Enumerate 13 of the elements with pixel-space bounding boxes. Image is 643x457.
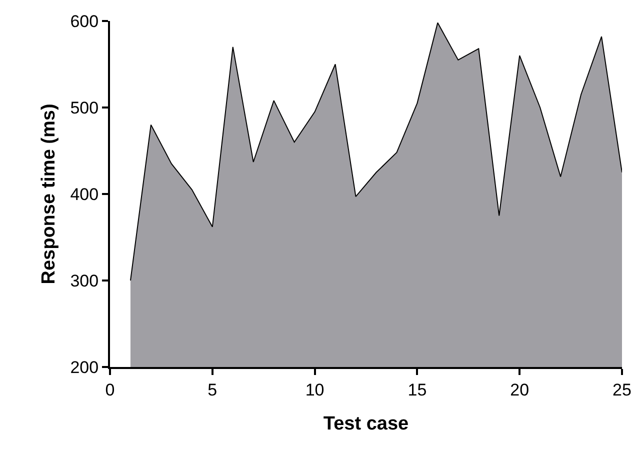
y-tick-label: 600 bbox=[70, 12, 99, 31]
x-tick-label: 5 bbox=[208, 380, 218, 400]
y-tick-label: 300 bbox=[70, 271, 99, 290]
x-tick-label: 20 bbox=[510, 380, 530, 400]
x-tick-label: 15 bbox=[408, 380, 427, 400]
y-tick-label: 500 bbox=[70, 98, 99, 118]
y-tick-label: 200 bbox=[70, 358, 99, 377]
x-axis-title: Test case bbox=[323, 414, 409, 435]
x-tick-label: 10 bbox=[305, 380, 324, 400]
y-axis-title: Response time (ms) bbox=[38, 104, 60, 284]
x-tick-label: 0 bbox=[105, 380, 115, 400]
x-tick-label: 25 bbox=[612, 380, 632, 400]
y-tick-label: 400 bbox=[70, 184, 99, 204]
